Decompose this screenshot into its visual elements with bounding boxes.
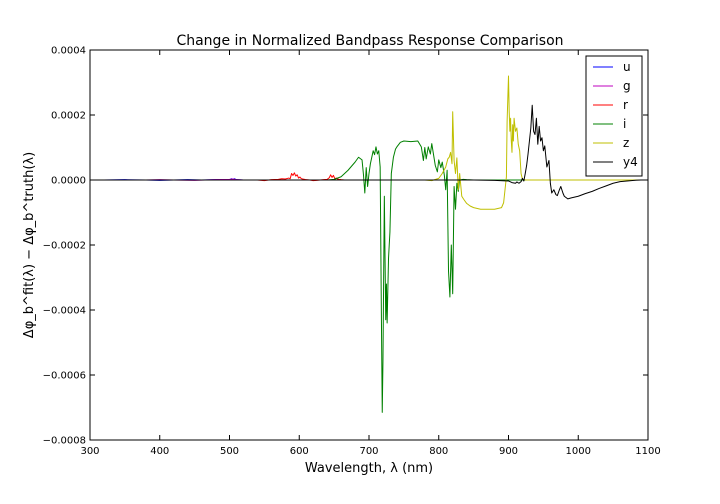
legend-label-z: z: [623, 136, 629, 150]
y-tick-label: −0.0004: [43, 306, 86, 317]
legend-label-y4: y4: [623, 155, 638, 169]
chart-title: Change in Normalized Bandpass Response C…: [176, 33, 563, 49]
x-tick-label: 1000: [566, 446, 591, 457]
y-tick-label: −0.0002: [43, 241, 86, 252]
plot-background: [90, 50, 648, 440]
x-tick-label: 600: [290, 446, 309, 457]
x-tick-label: 700: [359, 446, 378, 457]
y-axis-label: Δφ_b^fit(λ) − Δφ_b^truth(λ): [22, 152, 37, 338]
series-line-z: [90, 75, 648, 210]
x-tick-label: 900: [499, 446, 518, 457]
series-layer: [90, 75, 648, 413]
x-tick-label: 400: [150, 446, 169, 457]
y-tick-label: −0.0008: [43, 436, 86, 447]
x-tick-label: 300: [80, 446, 99, 457]
ticks-layer: 300 400 500 600 700 800 900 1000 1100 −0.0008 −0.0…: [43, 46, 661, 458]
legend-label-g: g: [623, 79, 631, 93]
legend-box: [585, 55, 643, 177]
x-axis-label: Wavelength, λ (nm): [305, 461, 433, 476]
x-tick-label: 500: [220, 446, 239, 457]
plot-area: [90, 50, 648, 440]
x-tick-label: 800: [429, 446, 448, 457]
series-line-y4: [90, 104, 648, 200]
legend-label-r: r: [623, 98, 628, 112]
series-line-i: [90, 140, 648, 413]
x-tick-label: 1100: [635, 446, 660, 457]
legend-label-i: i: [623, 117, 626, 131]
legend-label-u: u: [623, 60, 631, 74]
y-tick-label: 0.0004: [51, 46, 86, 57]
y-tick-label: −0.0006: [43, 371, 86, 382]
y-tick-label: 0.0002: [51, 111, 86, 122]
y-tick-label: 0.0000: [51, 176, 86, 187]
plot-frame: [89, 49, 649, 441]
